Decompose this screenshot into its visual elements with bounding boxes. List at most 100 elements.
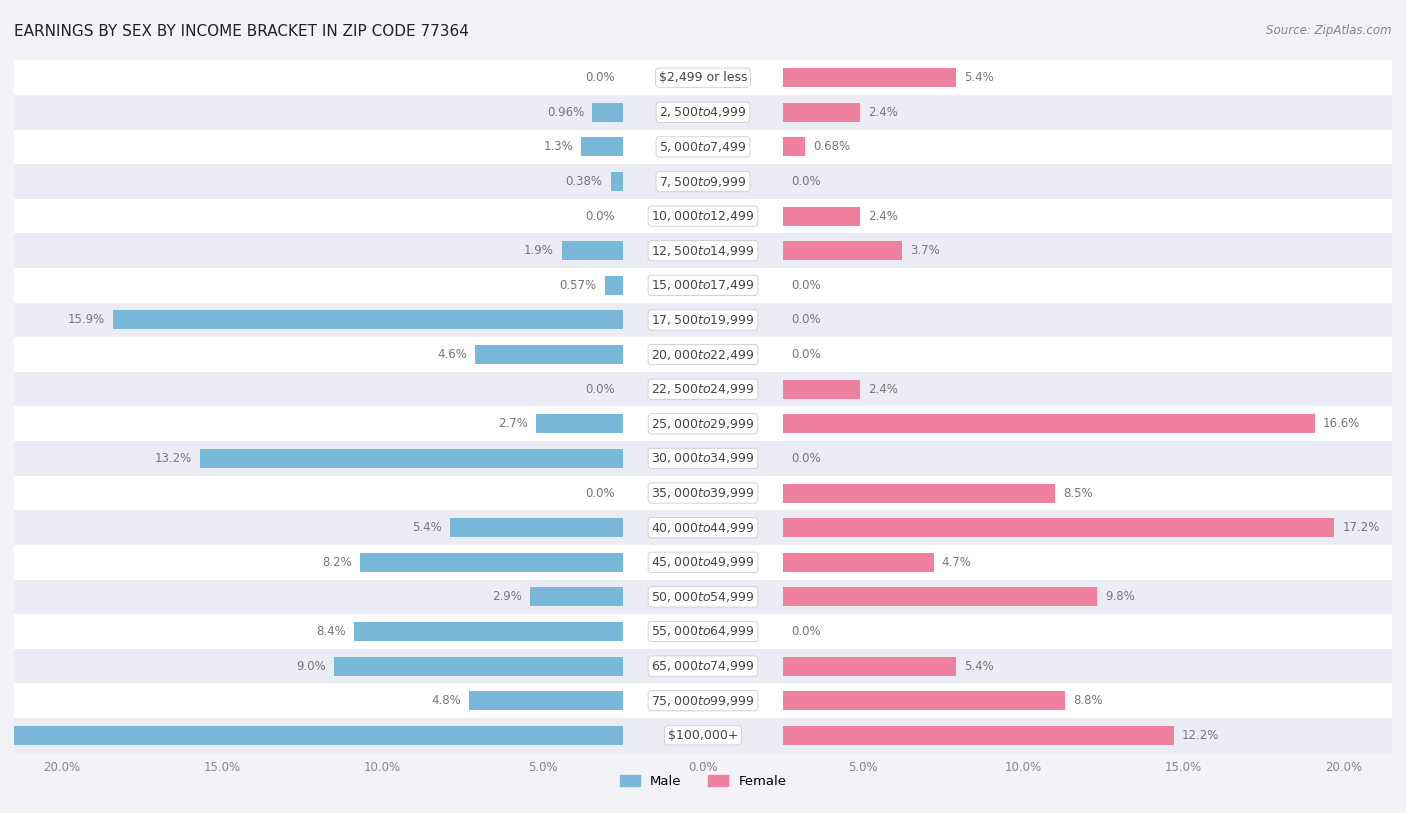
Legend: Male, Female: Male, Female xyxy=(620,775,786,788)
Text: 5.4%: 5.4% xyxy=(412,521,441,534)
Bar xyxy=(0,233,1406,268)
Text: 2.7%: 2.7% xyxy=(499,417,529,430)
Bar xyxy=(0,406,1406,441)
Bar xyxy=(783,68,956,87)
Text: 0.0%: 0.0% xyxy=(585,486,614,499)
Text: 2.9%: 2.9% xyxy=(492,590,522,603)
Text: 0.96%: 0.96% xyxy=(547,106,583,119)
Text: 0.0%: 0.0% xyxy=(792,175,821,188)
Text: $12,500 to $14,999: $12,500 to $14,999 xyxy=(651,244,755,258)
Bar xyxy=(360,553,623,572)
Text: $22,500 to $24,999: $22,500 to $24,999 xyxy=(651,382,755,396)
Text: 9.8%: 9.8% xyxy=(1105,590,1135,603)
Bar xyxy=(610,172,623,191)
Text: 8.5%: 8.5% xyxy=(1063,486,1092,499)
Text: $55,000 to $64,999: $55,000 to $64,999 xyxy=(651,624,755,638)
Text: $35,000 to $39,999: $35,000 to $39,999 xyxy=(651,486,755,500)
Bar xyxy=(783,553,934,572)
Text: 1.9%: 1.9% xyxy=(524,244,554,257)
Text: 16.6%: 16.6% xyxy=(1323,417,1361,430)
Text: 5.4%: 5.4% xyxy=(965,659,994,672)
Text: 0.0%: 0.0% xyxy=(792,314,821,327)
Bar xyxy=(783,587,1097,606)
Bar xyxy=(450,518,623,537)
Text: 4.7%: 4.7% xyxy=(942,556,972,569)
Text: $5,000 to $7,499: $5,000 to $7,499 xyxy=(659,140,747,154)
Text: 17.2%: 17.2% xyxy=(1343,521,1379,534)
Bar xyxy=(783,657,956,676)
Bar xyxy=(0,726,623,745)
Bar xyxy=(0,441,1406,476)
Text: $20,000 to $22,499: $20,000 to $22,499 xyxy=(651,348,755,362)
Text: 0.0%: 0.0% xyxy=(585,72,614,85)
Text: 4.6%: 4.6% xyxy=(437,348,467,361)
Text: $10,000 to $12,499: $10,000 to $12,499 xyxy=(651,209,755,223)
Text: $100,000+: $100,000+ xyxy=(668,728,738,741)
Bar xyxy=(783,484,1056,502)
Bar xyxy=(0,372,1406,406)
Bar xyxy=(0,684,1406,718)
Bar xyxy=(0,337,1406,372)
Bar xyxy=(0,302,1406,337)
Text: 5.4%: 5.4% xyxy=(965,72,994,85)
Bar xyxy=(475,345,623,364)
Bar xyxy=(0,199,1406,233)
Bar xyxy=(783,241,901,260)
Bar xyxy=(0,164,1406,199)
Bar xyxy=(0,718,1406,753)
Text: $25,000 to $29,999: $25,000 to $29,999 xyxy=(651,417,755,431)
Bar xyxy=(783,207,860,226)
Text: 3.7%: 3.7% xyxy=(910,244,939,257)
Text: $17,500 to $19,999: $17,500 to $19,999 xyxy=(651,313,755,327)
Text: 1.3%: 1.3% xyxy=(544,141,574,154)
Text: 0.0%: 0.0% xyxy=(792,625,821,638)
Text: 0.68%: 0.68% xyxy=(813,141,851,154)
Bar xyxy=(0,476,1406,511)
Bar xyxy=(0,95,1406,129)
Bar xyxy=(783,102,860,122)
Text: 15.9%: 15.9% xyxy=(67,314,105,327)
Text: 4.8%: 4.8% xyxy=(432,694,461,707)
Bar xyxy=(0,614,1406,649)
Text: $75,000 to $99,999: $75,000 to $99,999 xyxy=(651,693,755,707)
Bar xyxy=(783,380,860,398)
Text: 2.4%: 2.4% xyxy=(868,106,898,119)
Text: 8.8%: 8.8% xyxy=(1073,694,1102,707)
Bar xyxy=(114,311,623,329)
Bar xyxy=(200,449,623,468)
Bar xyxy=(0,268,1406,302)
Bar xyxy=(335,657,623,676)
Bar xyxy=(783,691,1066,711)
Text: $65,000 to $74,999: $65,000 to $74,999 xyxy=(651,659,755,673)
Bar xyxy=(562,241,623,260)
Text: $2,500 to $4,999: $2,500 to $4,999 xyxy=(659,106,747,120)
Text: $7,500 to $9,999: $7,500 to $9,999 xyxy=(659,175,747,189)
Text: Source: ZipAtlas.com: Source: ZipAtlas.com xyxy=(1267,24,1392,37)
Text: $40,000 to $44,999: $40,000 to $44,999 xyxy=(651,520,755,535)
Text: 0.0%: 0.0% xyxy=(585,210,614,223)
Bar xyxy=(605,276,623,295)
Text: $50,000 to $54,999: $50,000 to $54,999 xyxy=(651,590,755,604)
Bar xyxy=(536,415,623,433)
Bar xyxy=(354,622,623,641)
Bar xyxy=(783,518,1334,537)
Text: 0.0%: 0.0% xyxy=(585,383,614,396)
Bar xyxy=(0,60,1406,95)
Bar xyxy=(470,691,623,711)
Text: 0.0%: 0.0% xyxy=(792,452,821,465)
Text: $15,000 to $17,499: $15,000 to $17,499 xyxy=(651,278,755,293)
Text: EARNINGS BY SEX BY INCOME BRACKET IN ZIP CODE 77364: EARNINGS BY SEX BY INCOME BRACKET IN ZIP… xyxy=(14,24,470,39)
Bar xyxy=(783,137,804,156)
Text: 0.0%: 0.0% xyxy=(792,279,821,292)
Text: 8.4%: 8.4% xyxy=(316,625,346,638)
Text: 2.4%: 2.4% xyxy=(868,210,898,223)
Text: $30,000 to $34,999: $30,000 to $34,999 xyxy=(651,451,755,465)
Text: $45,000 to $49,999: $45,000 to $49,999 xyxy=(651,555,755,569)
Bar xyxy=(783,726,1174,745)
Text: 9.0%: 9.0% xyxy=(297,659,326,672)
Bar xyxy=(581,137,623,156)
Text: 0.57%: 0.57% xyxy=(560,279,596,292)
Bar xyxy=(0,649,1406,684)
Text: 8.2%: 8.2% xyxy=(322,556,352,569)
Text: $2,499 or less: $2,499 or less xyxy=(659,72,747,85)
